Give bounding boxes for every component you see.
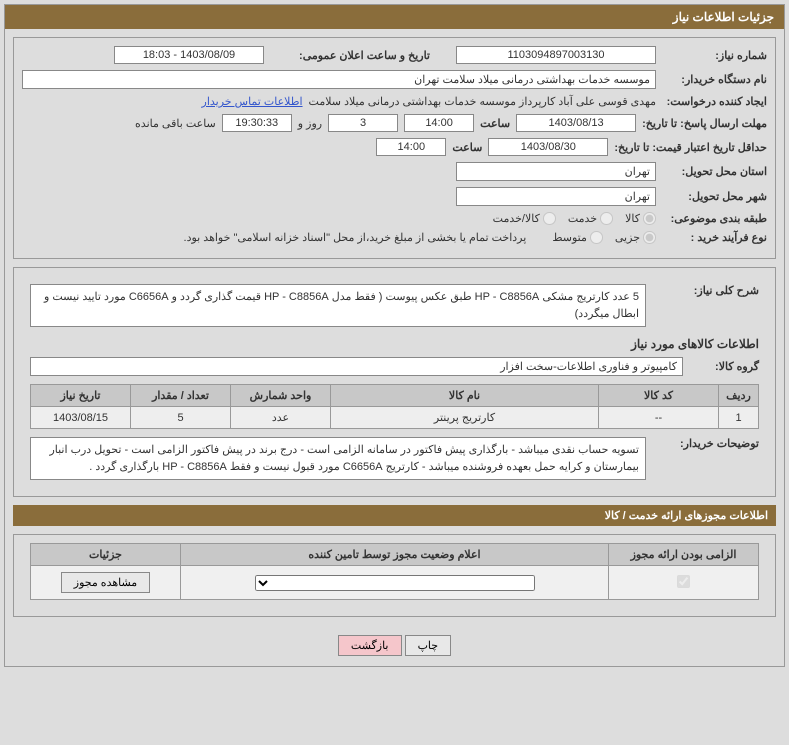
back-button[interactable]: بازگشت [338, 635, 402, 656]
radio-service[interactable]: خدمت [568, 212, 613, 225]
permit-row: مشاهده مجوز [31, 566, 759, 600]
permit-col-details: جزئیات [31, 544, 181, 566]
city-label: شهر محل تحویل: [662, 190, 767, 203]
items-section-title: اطلاعات کالاهای مورد نیاز [30, 337, 759, 351]
col-unit: واحد شمارش [231, 385, 331, 407]
permits-table: الزامی بودن ارائه مجوز اعلام وضعیت مجوز … [30, 543, 759, 600]
footer-buttons: چاپ بازگشت [5, 625, 784, 666]
need-number-value: 1103094897003130 [456, 46, 656, 64]
purchase-type-label: نوع فرآیند خرید : [662, 231, 767, 244]
radio-partial-label: جزیی [615, 231, 640, 244]
buyer-notes-label: توضیحات خریدار: [654, 437, 759, 450]
table-row: 1 -- کارتریج پرینتر عدد 5 1403/08/15 [31, 407, 759, 429]
cell-row: 1 [719, 407, 759, 429]
days-remaining: 3 [328, 114, 398, 132]
reply-deadline-time: 14:00 [404, 114, 474, 132]
category-radio-group: کالا خدمت کالا/خدمت [493, 212, 656, 225]
days-label: روز و [298, 117, 322, 130]
radio-service-label: خدمت [568, 212, 597, 225]
permit-mandatory-checkbox [677, 575, 690, 588]
cell-code: -- [599, 407, 719, 429]
purchase-note: پرداخت تمام یا بخشی از مبلغ خرید،از محل … [184, 231, 527, 244]
goods-group-value: کامپیوتر و فناوری اطلاعات-سخت افزار [30, 357, 683, 376]
cell-name: کارتریج پرینتر [331, 407, 599, 429]
reply-deadline-date: 1403/08/13 [516, 114, 636, 132]
items-table: ردیف کد کالا نام کالا واحد شمارش تعداد /… [30, 384, 759, 429]
radio-goods-label: کالا [625, 212, 640, 225]
buyer-notes-value: تسویه حساب نقدی میباشد - بارگذاری پیش فا… [30, 437, 646, 480]
radio-medium-label: متوسط [552, 231, 587, 244]
buyer-contact-link[interactable]: اطلاعات تماس خریدار [202, 95, 303, 108]
time-label-1: ساعت [480, 117, 510, 130]
radio-medium[interactable]: متوسط [552, 231, 603, 244]
purchase-type-radio-group: جزیی متوسط [552, 231, 656, 244]
cell-date: 1403/08/15 [31, 407, 131, 429]
col-row: ردیف [719, 385, 759, 407]
cell-unit: عدد [231, 407, 331, 429]
basic-info-section: شماره نیاز: 1103094897003130 تاریخ و ساع… [13, 37, 776, 259]
permit-col-status: اعلام وضعیت مجوز توسط تامین کننده [181, 544, 609, 566]
cell-qty: 5 [131, 407, 231, 429]
permits-section: الزامی بودن ارائه مجوز اعلام وضعیت مجوز … [13, 534, 776, 617]
countdown-time: 19:30:33 [222, 114, 292, 132]
city-value: تهران [456, 187, 656, 206]
min-validity-date: 1403/08/30 [488, 138, 608, 156]
radio-both[interactable]: کالا/خدمت [493, 212, 556, 225]
col-date: تاریخ نیاز [31, 385, 131, 407]
page-title: جزئیات اطلاعات نیاز [5, 5, 784, 29]
radio-goods[interactable]: کالا [625, 212, 656, 225]
category-label: طبقه بندی موضوعی: [662, 212, 767, 225]
requester-label: ایجاد کننده درخواست: [662, 95, 767, 108]
col-qty: تعداد / مقدار [131, 385, 231, 407]
buyer-org-label: نام دستگاه خریدار: [662, 73, 767, 86]
time-label-2: ساعت [452, 141, 482, 154]
announce-datetime-label: تاریخ و ساعت اعلان عمومی: [270, 49, 430, 62]
min-validity-time: 14:00 [376, 138, 446, 156]
main-container: جزئیات اطلاعات نیاز شماره نیاز: 11030948… [4, 4, 785, 667]
view-permit-button[interactable]: مشاهده مجوز [61, 572, 150, 593]
print-button[interactable]: چاپ [405, 635, 452, 656]
remaining-label: ساعت باقی مانده [135, 117, 216, 130]
buyer-org-value: موسسه خدمات بهداشتی درمانی میلاد سلامت ت… [22, 70, 656, 89]
need-desc-section: شرح کلی نیاز: 5 عدد کارتریج مشکی HP - C8… [13, 267, 776, 497]
permit-status-dropdown[interactable] [255, 575, 535, 591]
min-validity-label: حداقل تاریخ اعتبار قیمت: تا تاریخ: [614, 141, 767, 154]
province-value: تهران [456, 162, 656, 181]
need-number-label: شماره نیاز: [662, 49, 767, 62]
col-name: نام کالا [331, 385, 599, 407]
province-label: استان محل تحویل: [662, 165, 767, 178]
permit-col-mandatory: الزامی بودن ارائه مجوز [609, 544, 759, 566]
goods-group-label: گروه کالا: [689, 360, 759, 373]
general-desc-label: شرح کلی نیاز: [654, 284, 759, 297]
reply-deadline-label: مهلت ارسال پاسخ: تا تاریخ: [642, 117, 767, 130]
announce-datetime-value: 1403/08/09 - 18:03 [114, 46, 264, 64]
permits-section-title: اطلاعات مجوزهای ارائه خدمت / کالا [13, 505, 776, 526]
col-code: کد کالا [599, 385, 719, 407]
general-desc-value: 5 عدد کارتریج مشکی HP - C8856A طبق عکس پ… [30, 284, 646, 327]
radio-both-label: کالا/خدمت [493, 212, 540, 225]
radio-partial[interactable]: جزیی [615, 231, 656, 244]
requester-value: مهدی قوسی علی آباد کارپرداز موسسه خدمات … [309, 95, 656, 108]
